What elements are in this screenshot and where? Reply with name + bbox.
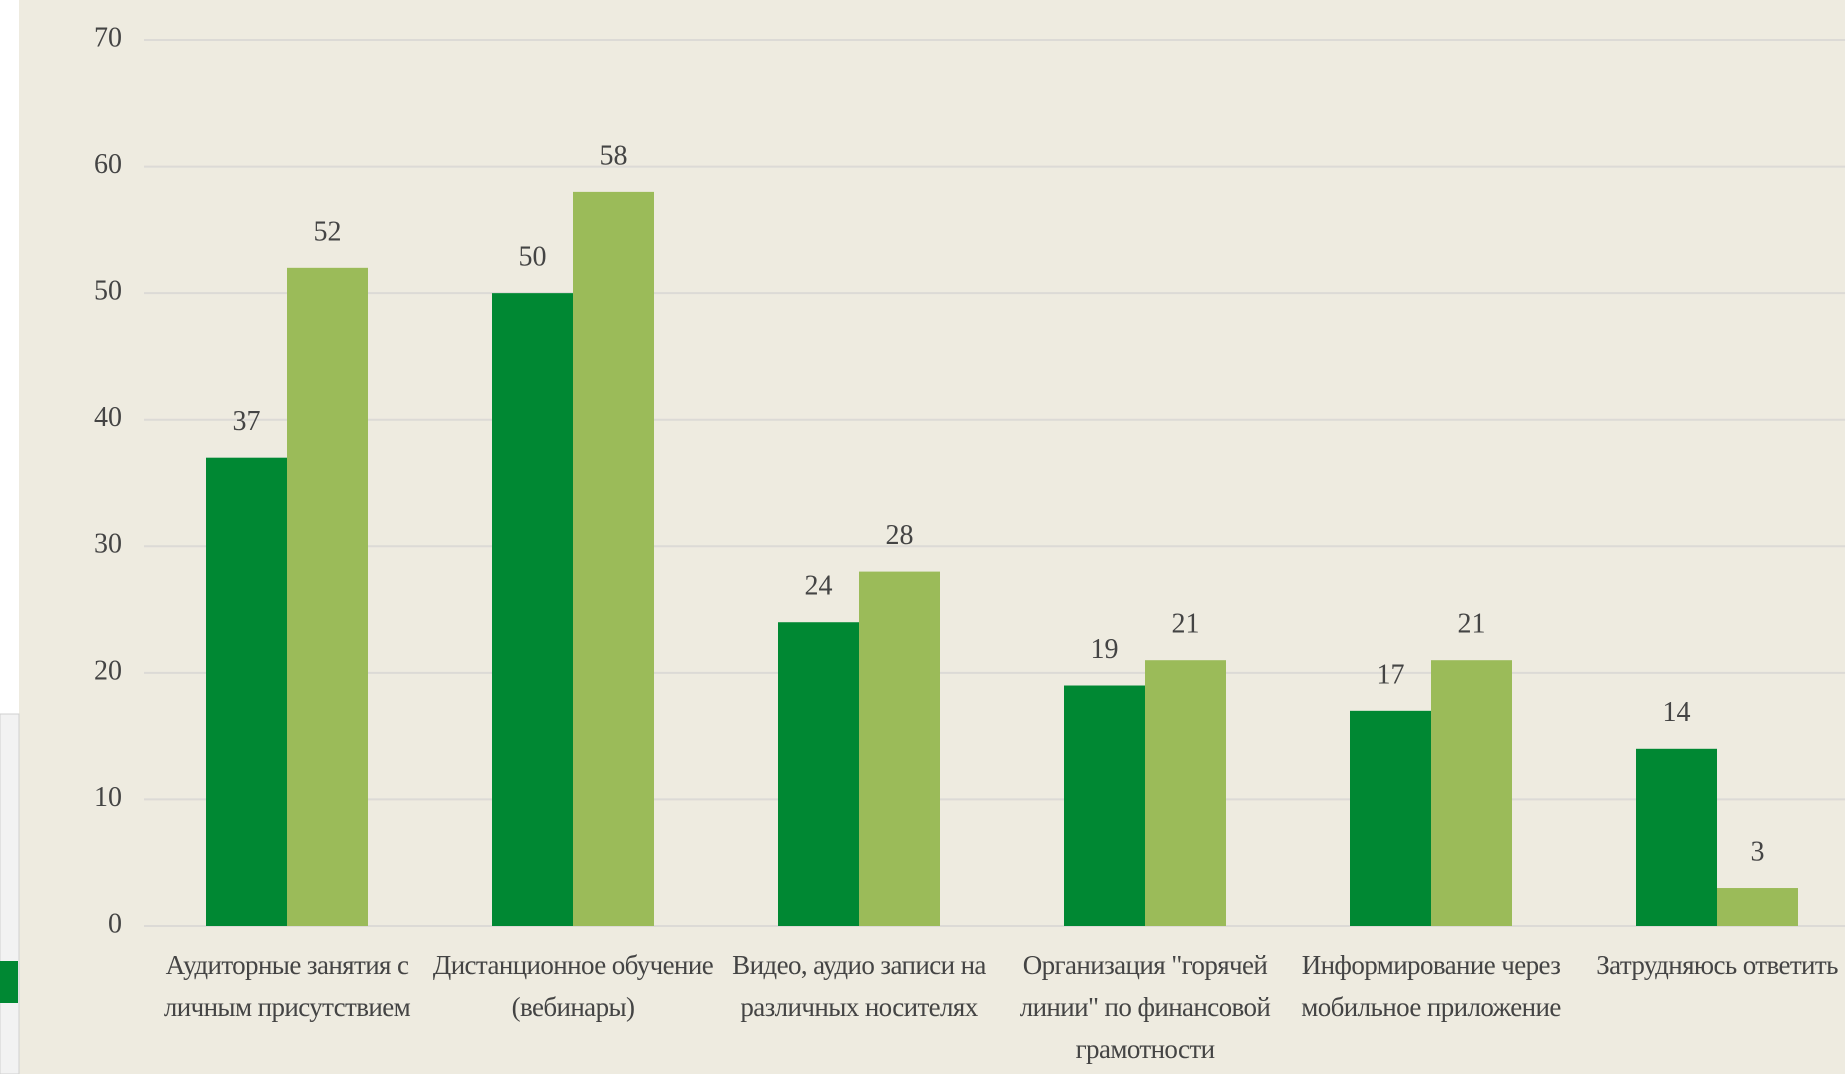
data-label: 52: [314, 216, 342, 247]
x-tick-label: Видео, аудио записи на различных носител…: [732, 950, 986, 1022]
bar: [1064, 685, 1145, 926]
data-label: 28: [886, 520, 914, 551]
x-tick-label: Затрудняюсь ответить: [1596, 950, 1838, 980]
bar: [1350, 710, 1431, 926]
x-tick-label: Дистанционное обучение (вебинары): [432, 950, 714, 1022]
side-panel: [0, 713, 20, 1074]
x-tick-label: Аудиторные занятия с личным присутствием: [163, 950, 411, 1022]
data-label: 50: [519, 242, 547, 273]
data-label: 21: [1458, 609, 1486, 640]
bar: [492, 293, 573, 927]
y-tick-label: 60: [94, 149, 122, 180]
y-tick-label: 50: [94, 276, 122, 307]
side-marker: [0, 961, 18, 1003]
data-label: 58: [600, 140, 628, 171]
bar: [206, 457, 287, 926]
bar: [573, 191, 654, 926]
bar: [1636, 748, 1717, 926]
y-tick-label: 10: [94, 782, 122, 813]
x-tick-label: Информирование через мобильное приложени…: [1301, 950, 1561, 1022]
data-label: 17: [1377, 659, 1405, 690]
bar: [287, 267, 368, 926]
data-label: 14: [1663, 697, 1691, 728]
bar: [1145, 660, 1226, 926]
y-tick-label: 70: [94, 22, 122, 53]
y-tick-label: 0: [108, 908, 122, 939]
data-label: 21: [1172, 609, 1200, 640]
bar: [859, 571, 940, 926]
bar: [1431, 660, 1512, 926]
x-tick-label: Организация "горячей линии" по финансово…: [1019, 950, 1271, 1064]
y-tick-label: 30: [94, 529, 122, 560]
data-label: 19: [1091, 634, 1119, 665]
data-label: 3: [1751, 836, 1765, 867]
bar: [778, 622, 859, 926]
y-tick-label: 40: [94, 402, 122, 433]
data-label: 24: [805, 571, 833, 602]
y-tick-label: 20: [94, 655, 122, 686]
bar: [1717, 888, 1798, 926]
data-label: 37: [233, 406, 261, 437]
